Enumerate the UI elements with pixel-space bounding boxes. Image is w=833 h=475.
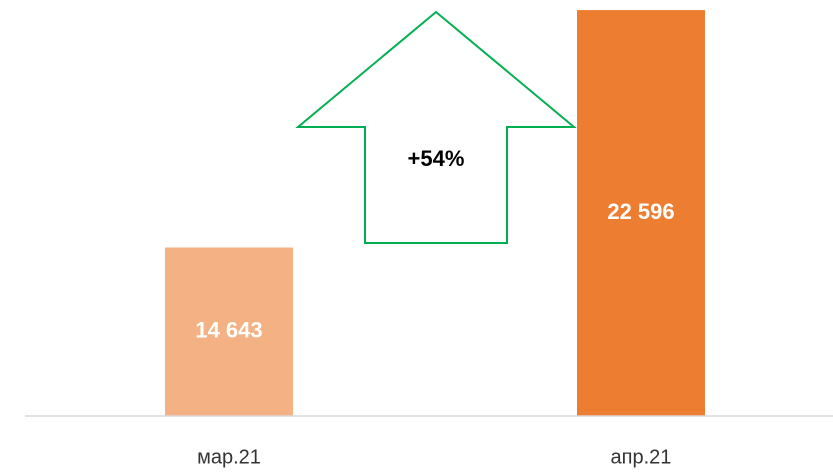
annotation: +54% — [408, 146, 465, 171]
increase-arrow — [295, 10, 577, 244]
value-label: 22 596 — [607, 199, 674, 224]
value-label: 14 643 — [195, 318, 262, 343]
bar — [577, 10, 705, 416]
x-tick-label: мар.21 — [197, 446, 261, 468]
bar — [165, 247, 293, 416]
x-tick-label: апр.21 — [611, 446, 672, 468]
